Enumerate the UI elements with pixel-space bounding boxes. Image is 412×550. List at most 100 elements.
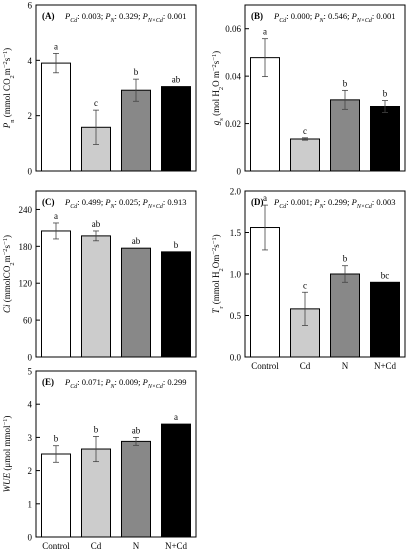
significance-letter: ab: [132, 236, 141, 246]
y-label-sup: −1: [2, 51, 9, 58]
stat-p: P: [64, 377, 70, 387]
y-tick-label: 0.02: [225, 119, 241, 129]
panel-label: (E): [42, 377, 54, 387]
stat-sub: N×Cd: [147, 384, 164, 390]
significance-letter: a: [174, 412, 178, 422]
stat-sub: N: [319, 204, 325, 210]
stat-value: : 0.001: [163, 11, 187, 21]
significance-letter: ab: [92, 219, 101, 229]
x-tick-label: N+Cd: [165, 541, 188, 550]
bar-n: [330, 99, 360, 172]
significance-letter: ab: [132, 425, 141, 435]
y-tick-label: 4: [28, 400, 33, 410]
stat-sub: N×Cd: [356, 18, 373, 24]
stat-p: P: [142, 377, 148, 387]
stat-value: : 0.546;: [324, 11, 352, 21]
x-tick-label: N+Cd: [374, 361, 397, 371]
y-tick-label: 4: [28, 56, 33, 66]
bar-cd: [81, 235, 111, 358]
y-axis-label: gs (mol H2O m−2s−1): [211, 51, 225, 125]
y-label-units: (mol H: [211, 90, 221, 118]
significance-letter: b: [383, 89, 388, 99]
bar-control: [41, 62, 71, 172]
significance-letter: bc: [381, 270, 390, 280]
stat-p: P: [64, 11, 70, 21]
stat-value: : 0.009;: [115, 377, 143, 387]
y-tick-label: 120: [19, 279, 33, 289]
y-label-s: s: [211, 244, 221, 248]
y-label-close: ): [211, 234, 221, 237]
y-tick-label: 0: [28, 533, 33, 543]
y-label-s: s: [2, 57, 12, 61]
significance-letter: a: [263, 193, 267, 203]
y-label-units-rest: O m: [211, 71, 221, 87]
bar-n-cd: [161, 86, 191, 172]
plot-frame: [35, 4, 197, 172]
y-label-units-rest: m: [2, 68, 12, 75]
y-label-symbol: g: [211, 120, 221, 125]
bar-cd: [81, 448, 111, 538]
stat-value: : 0.001: [372, 11, 396, 21]
y-tick-label: 5: [28, 367, 33, 377]
stat-sub: Cd: [279, 204, 287, 210]
y-tick-label: 0.5: [230, 311, 242, 321]
stat-p: P: [104, 377, 110, 387]
stat-sub: N×Cd: [356, 204, 373, 210]
y-label-symbol: P: [2, 122, 12, 129]
y-label-units-sub: 2: [9, 262, 16, 265]
y-tick-label: 1.0: [230, 270, 242, 280]
x-tick-label: N: [342, 361, 349, 371]
stat-value: : 0.299;: [324, 197, 352, 207]
bar-n-cd: [370, 281, 400, 358]
y-label-units-sub: 2: [218, 268, 225, 271]
stat-sub: N×Cd: [147, 204, 164, 210]
y-tick-label: 0.0: [230, 353, 242, 363]
y-axis-label: Pn (mmol CO2m−2s−1): [2, 48, 16, 129]
stat-sub: N×Cd: [147, 18, 164, 24]
y-label-symbol-sub: n: [9, 119, 16, 123]
stat-value: : 0.071;: [77, 377, 105, 387]
stat-sub: Cd: [279, 18, 287, 24]
stat-value: : 0.000;: [286, 11, 314, 21]
significance-letter: a: [54, 41, 58, 51]
stats-text: PCd: 0.499; PN: 0.025; PN×Cd: 0.913: [64, 197, 187, 210]
bar-n-cd: [161, 251, 191, 358]
stat-p: P: [351, 197, 357, 207]
stats-text: PCd: 0.071; PN: 0.009; PN×Cd: 0.299: [64, 377, 187, 390]
panel-label: (C): [42, 197, 55, 207]
stat-p: P: [313, 197, 319, 207]
plot-frame: [244, 4, 406, 172]
stat-sub: Cd: [70, 204, 78, 210]
significance-letter: ab: [172, 75, 181, 85]
stat-p: P: [273, 197, 279, 207]
y-tick-label: 0: [237, 167, 242, 177]
stats-text: PCd: 0.000; PN: 0.546; PN×Cd: 0.001: [273, 11, 396, 24]
y-tick-label: 2: [28, 111, 33, 121]
y-label-close: ): [211, 51, 221, 54]
stat-value: : 0.913: [163, 197, 187, 207]
stat-sub: Cd: [70, 384, 78, 390]
bar-control: [41, 453, 71, 538]
x-tick-label: Cd: [300, 361, 311, 371]
y-tick-label: 1.5: [230, 228, 242, 238]
y-label-sup: −1: [2, 238, 9, 245]
y-label-units: (mmolCO: [2, 265, 12, 304]
y-tick-label: 2: [28, 466, 33, 476]
y-tick-label: 0: [28, 167, 33, 177]
x-tick-label: Control: [42, 541, 70, 550]
significance-letter: b: [54, 434, 59, 444]
y-label-units: (μmol mmol: [2, 425, 12, 473]
y-axis-label: Tr (mmol H2Om−2s−1): [211, 234, 225, 313]
stat-p: P: [313, 11, 319, 21]
y-axis-label: Ci (mmolCO2m−2s−1): [2, 235, 16, 313]
stat-sub: N: [319, 18, 325, 24]
y-tick-label: 240: [19, 205, 33, 215]
significance-letter: c: [303, 280, 307, 290]
bar-n: [121, 440, 151, 538]
y-label-close: ): [2, 48, 12, 51]
stat-p: P: [64, 197, 70, 207]
y-tick-label: 0.04: [225, 72, 241, 82]
y-label-sup: −2: [211, 248, 218, 255]
